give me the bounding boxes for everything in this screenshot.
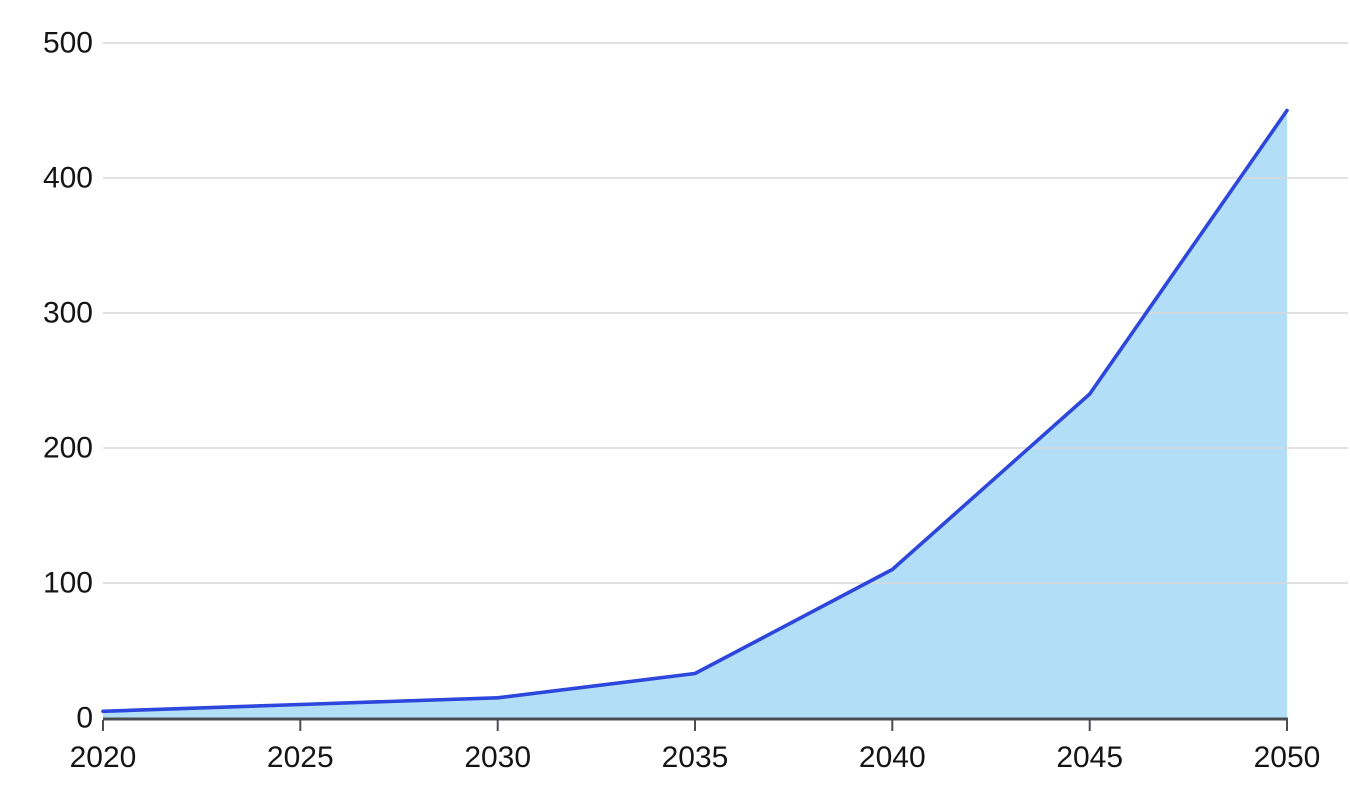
- x-axis-tick-label: 2045: [1056, 741, 1123, 774]
- y-axis-tick-label: 100: [43, 567, 93, 600]
- y-axis-tick-label: 200: [43, 432, 93, 465]
- y-axis-tick-label: 300: [43, 297, 93, 330]
- x-axis-tick-label: 2035: [662, 741, 729, 774]
- x-axis-tick-label: 2050: [1254, 741, 1321, 774]
- x-axis-tick-label: 2040: [859, 741, 926, 774]
- trend-line: [101, 108, 1289, 714]
- x-axis-tick-label: 2030: [464, 741, 531, 774]
- y-axis-tick-label: 400: [43, 162, 93, 195]
- x-axis-tick-label: 2025: [267, 741, 334, 774]
- y-axis-tick-label: 0: [76, 702, 93, 735]
- area-fill: [103, 110, 1287, 718]
- x-axis-tick-label: 2020: [70, 741, 137, 774]
- y-axis-tick-label: 500: [43, 27, 93, 60]
